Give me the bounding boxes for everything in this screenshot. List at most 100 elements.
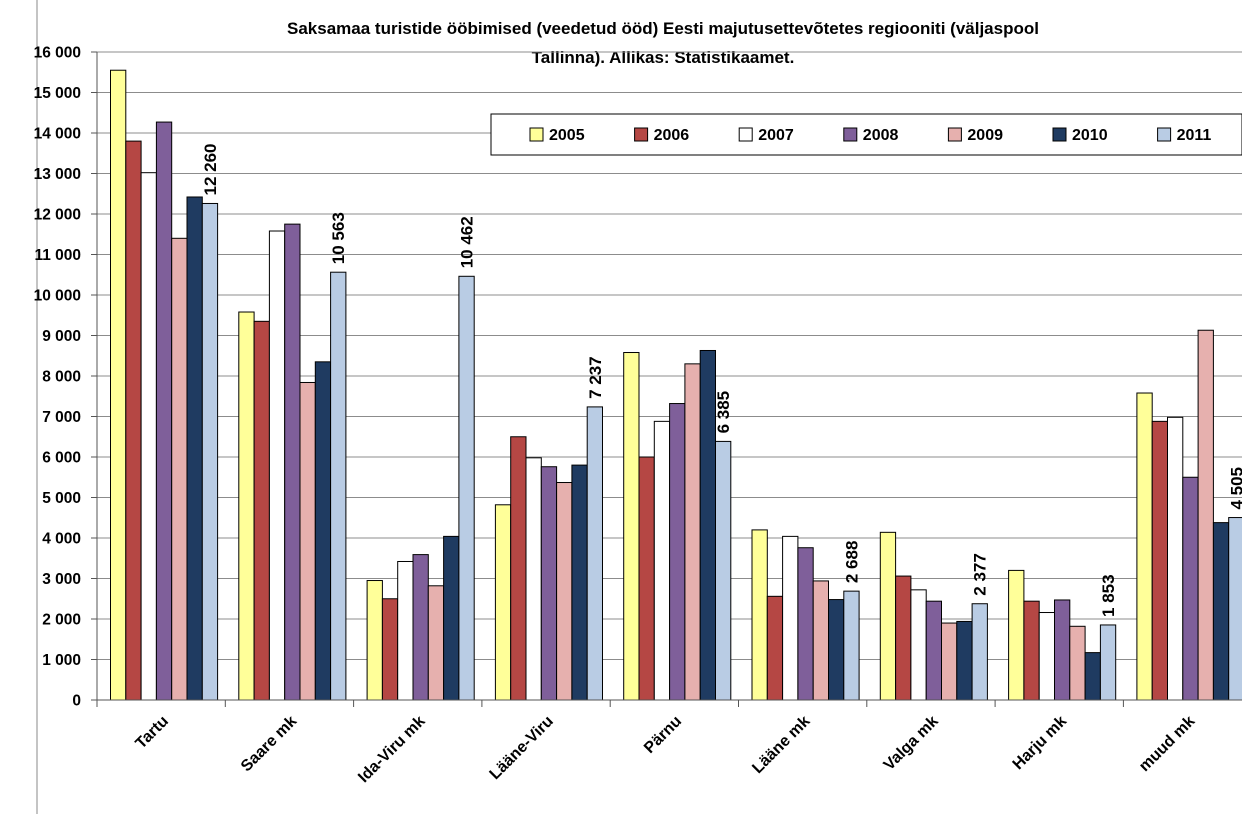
bar-l-ne-mk-2006	[766, 595, 784, 701]
chart-title-line-1: Saksamaa turistide ööbimised (veedetud ö…	[287, 19, 1039, 38]
y-tick-label-15000: 15 000	[34, 85, 81, 102]
bar-l-ne-mk-2009	[812, 580, 830, 701]
data-label-tartu: 12 260	[201, 143, 220, 195]
y-tick-label-16000: 16 000	[34, 45, 81, 62]
y-tick-label-8000: 8 000	[42, 369, 81, 386]
bar-p-rnu-2008	[669, 403, 686, 701]
bar-valga-mk-2006	[895, 575, 912, 701]
bar-l-ne-viru-2005	[494, 504, 512, 701]
y-tick-label-1000: 1 000	[42, 652, 81, 669]
bar-harju-mk-2010	[1084, 652, 1101, 701]
legend-label-2006: 2006	[654, 127, 690, 144]
bar-harju-mk-2006	[1023, 600, 1040, 701]
bar-l-ne-viru-2008	[540, 466, 558, 701]
bar-tartu-2007	[140, 172, 157, 701]
bar-ida-viru-mk-2007	[397, 560, 414, 701]
bar-tartu-2008	[155, 121, 173, 701]
y-tick-label-11000: 11 000	[34, 247, 81, 264]
y-tick-label-10000: 10 000	[34, 288, 81, 305]
bar-tartu-2005	[110, 69, 127, 701]
bar-muud-mk-2010	[1212, 522, 1230, 701]
legend-label-2010: 2010	[1072, 127, 1108, 144]
bar-saare-mk-2007	[268, 230, 286, 701]
bar-harju-mk-2011	[1099, 624, 1117, 701]
bar-l-ne-viru-2011	[586, 406, 604, 701]
legend-label-2007: 2007	[758, 127, 794, 144]
bar-harju-mk-2007	[1038, 612, 1055, 701]
data-label-saare-mk: 10 563	[329, 212, 348, 264]
bar-ida-viru-mk-2008	[412, 554, 429, 701]
bar-muud-mk-2005	[1136, 392, 1153, 701]
legend-label-2008: 2008	[863, 127, 899, 144]
y-tick-label-13000: 13 000	[34, 166, 81, 183]
bar-l-ne-mk-2011	[843, 590, 860, 701]
bar-muud-mk-2007	[1167, 416, 1184, 701]
legend-swatch-2010	[1052, 127, 1067, 142]
bar-saare-mk-2009	[299, 381, 316, 701]
bar-ida-viru-mk-2010	[443, 535, 460, 701]
bar-tartu-2011	[201, 202, 219, 701]
legend-swatch-2009	[947, 127, 962, 142]
bar-valga-mk-2008	[925, 600, 943, 701]
bar-tartu-2010	[186, 196, 203, 701]
bar-p-rnu-2009	[684, 363, 701, 701]
bar-l-ne-viru-2009	[556, 482, 573, 701]
legend-label-2011: 2011	[1177, 127, 1212, 144]
legend-label-2009: 2009	[967, 127, 1003, 144]
data-labels: 12 260 10 563 10 462 7 237 6 385 2 688 2 377 1 …	[201, 143, 1242, 616]
bar-l-ne-mk-2005	[751, 529, 768, 701]
data-label-ida-viru-mk: 10 462	[458, 216, 477, 268]
bar-p-rnu-2005	[623, 352, 640, 701]
bar-ida-viru-mk-2005	[366, 580, 383, 701]
y-tick-label-4000: 4 000	[42, 531, 81, 548]
y-tick-label-12000: 12 000	[34, 207, 81, 224]
bar-saare-mk-2006	[253, 320, 270, 701]
y-tick-label-14000: 14 000	[34, 126, 81, 143]
y-tick-label-5000: 5 000	[42, 490, 81, 507]
bar-saare-mk-2005	[238, 311, 255, 701]
bar-ida-viru-mk-2006	[381, 598, 399, 701]
bar-p-rnu-2011	[715, 440, 732, 701]
bar-harju-mk-2009	[1069, 625, 1086, 701]
legend-swatch-2006	[634, 127, 649, 142]
data-label-muud-mk: 4 505	[1227, 467, 1242, 510]
bar-ida-viru-mk-2011	[458, 275, 475, 701]
bar-tartu-2006	[125, 140, 142, 701]
legend-swatch-2008	[843, 127, 858, 142]
y-tick-label-6000: 6 000	[42, 450, 81, 467]
bar-l-ne-mk-2010	[828, 599, 845, 701]
bar-muud-mk-2008	[1182, 476, 1199, 701]
data-label-l-ne-viru: 7 237	[586, 356, 605, 399]
legend-swatch-2011	[1157, 127, 1172, 142]
bar-muud-mk-2009	[1197, 329, 1214, 701]
legend-swatch-2005	[529, 127, 544, 142]
bar-saare-mk-2011	[330, 271, 347, 701]
bar-ida-viru-mk-2009	[427, 585, 445, 701]
bar-valga-mk-2011	[971, 603, 988, 701]
chart-title-line-2: Tallinna). Allikas: Statistikaamet.	[532, 48, 795, 67]
axes	[91, 51, 1242, 707]
bar-l-ne-viru-2007	[525, 457, 542, 701]
bar-saare-mk-2010	[314, 361, 332, 701]
bar-harju-mk-2005	[1008, 569, 1025, 701]
y-tick-label-7000: 7 000	[42, 409, 81, 426]
data-label-harju-mk: 1 853	[1099, 574, 1118, 617]
y-tick-label-9000: 9 000	[42, 328, 81, 345]
bar-valga-mk-2007	[910, 589, 927, 701]
bar-tartu-2009	[171, 237, 188, 701]
bar-l-ne-viru-2010	[571, 464, 588, 701]
bar-l-ne-mk-2008	[797, 547, 814, 701]
bar-p-rnu-2006	[638, 456, 655, 701]
legend-box	[490, 113, 1242, 156]
y-tick-label-0: 0	[72, 693, 81, 710]
bar-muud-mk-2006	[1151, 420, 1168, 701]
bar-valga-mk-2010	[956, 620, 973, 701]
bar-muud-mk-2011	[1228, 517, 1242, 701]
bar-p-rnu-2007	[653, 420, 671, 701]
y-axis-ticks: 0 1 000 2 000 3 000 4 000 5 000 6 000 7 000 8 00…	[34, 45, 81, 710]
data-label-valga-mk: 2 377	[971, 553, 990, 596]
bar-l-ne-viru-2006	[510, 436, 527, 701]
bar-l-ne-mk-2007	[782, 535, 799, 701]
data-label-l-ne-mk: 2 688	[842, 541, 861, 584]
y-tick-label-2000: 2 000	[42, 612, 81, 629]
